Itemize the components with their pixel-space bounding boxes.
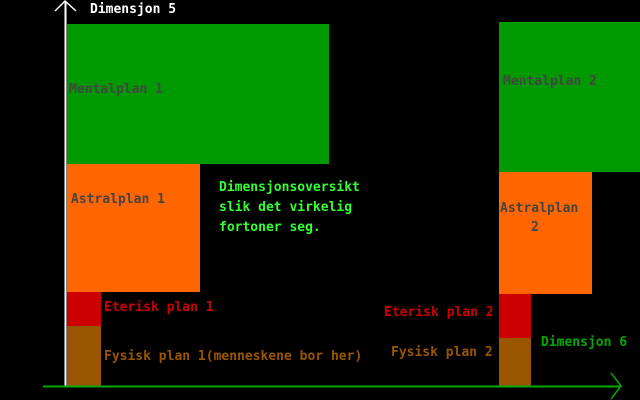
fysisk-plan-2-label: Fysisk plan 2 — [391, 345, 493, 360]
y-axis-arrow-icon — [54, 0, 77, 12]
astralplan-2-label-line2: 2 — [531, 220, 539, 235]
eterisk-plan-2-label: Eterisk plan 2 — [384, 305, 494, 320]
caption-line-3: fortoner seg. — [219, 220, 321, 235]
mentalplan-2-box — [499, 22, 640, 172]
astralplan-1-label: Astralplan 1 — [71, 192, 165, 207]
fysisk-plan-2-box — [499, 338, 531, 387]
y-axis-label: Dimensjon 5 — [90, 2, 177, 17]
caption-line-2: slik det virkelig — [219, 200, 353, 215]
fysisk-plan-1-label: Fysisk plan 1(menneskene bor her) — [104, 349, 363, 364]
x-axis-arrow-icon — [610, 372, 622, 400]
eterisk-plan-1-box — [67, 292, 101, 326]
fysisk-plan-1-box — [67, 326, 101, 387]
eterisk-plan-1-label: Eterisk plan 1 — [104, 300, 214, 315]
mentalplan-1-label: Mentalplan 1 — [69, 82, 163, 97]
mentalplan-2-label: Mentalplan 2 — [503, 74, 597, 89]
astralplan-2-box — [499, 172, 592, 294]
astralplan-2-label-line1: Astralplan — [500, 201, 579, 216]
astralplan-1-box — [67, 164, 200, 292]
x-axis-label: Dimensjon 6 — [541, 335, 628, 350]
eterisk-plan-2-box — [499, 294, 531, 338]
mentalplan-1-box — [67, 24, 329, 164]
caption-line-1: Dimensjonsoversikt — [219, 180, 360, 195]
